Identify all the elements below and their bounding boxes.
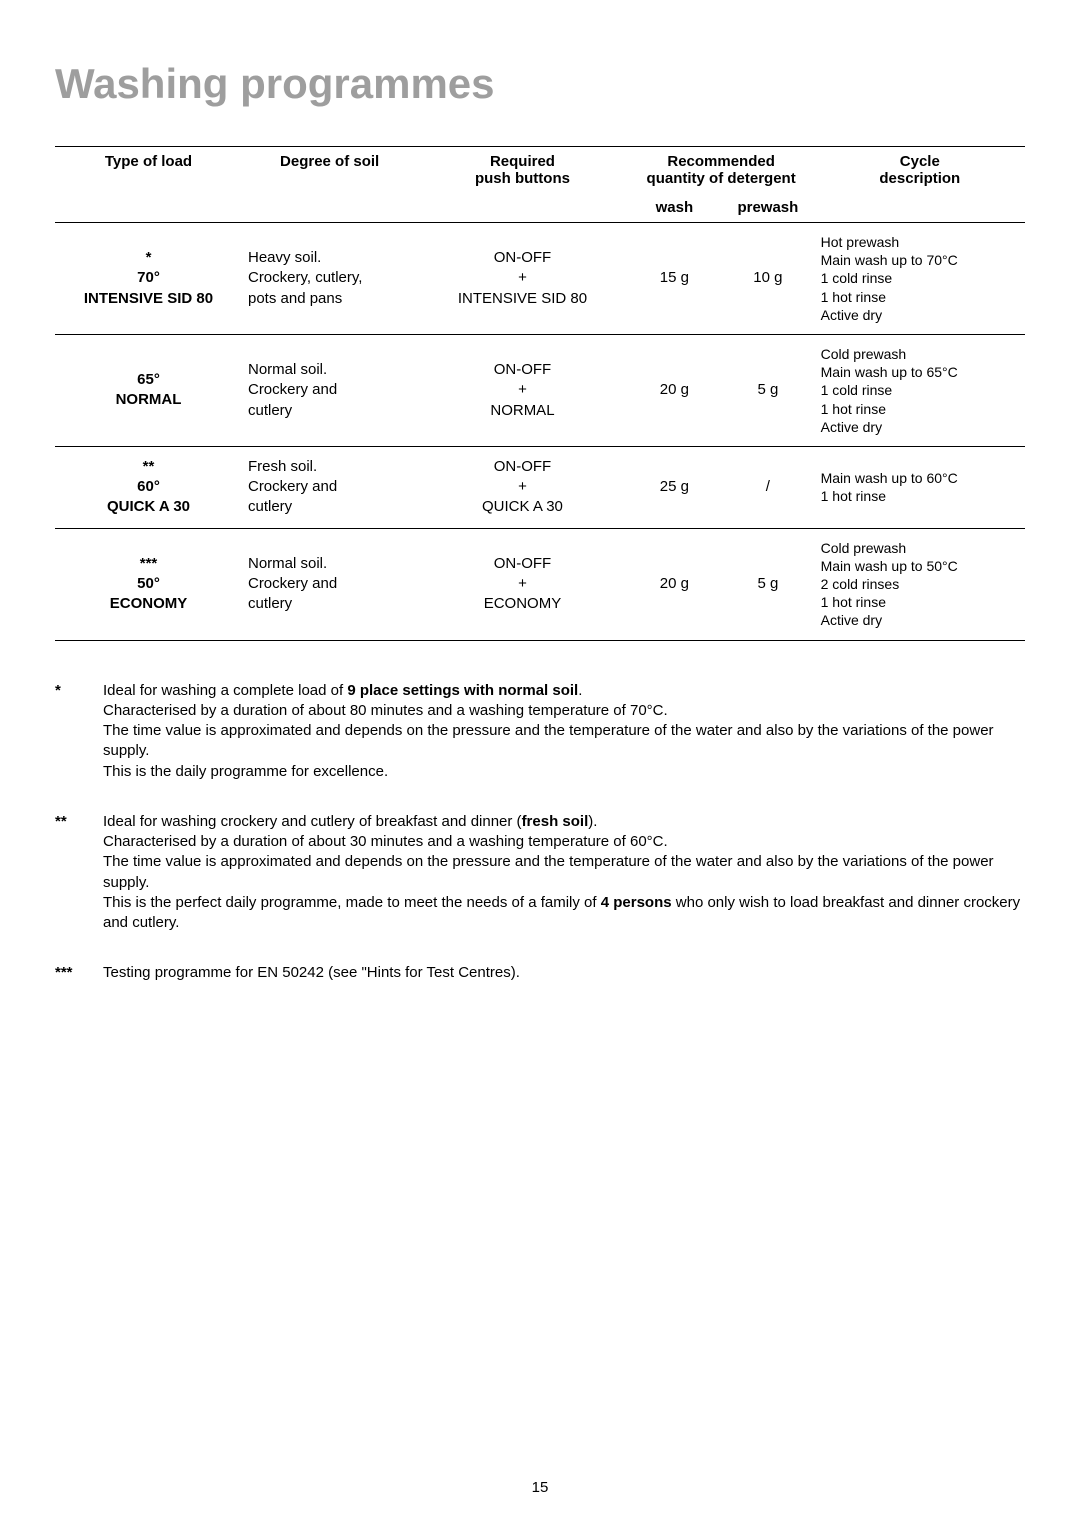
cell-wash: 20 g: [628, 334, 721, 446]
cell-load: * 70° INTENSIVE SID 80: [55, 223, 242, 335]
cell-buttons: ON-OFF + QUICK A 30: [417, 446, 627, 528]
header-cycle-description: Cycle description: [815, 147, 1025, 223]
cell-buttons: ON-OFF + NORMAL: [417, 334, 627, 446]
header-required-buttons: Required push buttons: [417, 147, 627, 223]
cell-wash: 15 g: [628, 223, 721, 335]
programmes-table: Type of load Degree of soil Required pus…: [55, 146, 1025, 641]
page-number: 15: [0, 1479, 1080, 1496]
table-row: *** 50° ECONOMY Normal soil. Crockery an…: [55, 528, 1025, 640]
cell-desc: Cold prewash Main wash up to 50°C 2 cold…: [815, 528, 1025, 640]
header-detergent: Recommended quantity of detergent: [628, 147, 815, 198]
footnote-text: Testing programme for EN 50242 (see "Hin…: [103, 963, 1025, 983]
cell-desc: Cold prewash Main wash up to 65°C 1 cold…: [815, 334, 1025, 446]
footnote-text: Ideal for washing a complete load of 9 p…: [103, 681, 1025, 782]
table-row: * 70° INTENSIVE SID 80 Heavy soil. Crock…: [55, 223, 1025, 335]
cell-desc: Main wash up to 60°C 1 hot rinse: [815, 446, 1025, 528]
table-row: ** 60° QUICK A 30 Fresh soil. Crockery a…: [55, 446, 1025, 528]
cell-desc: Hot prewash Main wash up to 70°C 1 cold …: [815, 223, 1025, 335]
cell-wash: 25 g: [628, 446, 721, 528]
footnote-2: ** Ideal for washing crockery and cutler…: [55, 812, 1025, 934]
header-prewash: prewash: [721, 197, 814, 223]
cell-prewash: /: [721, 446, 814, 528]
header-degree-of-soil: Degree of soil: [242, 147, 417, 223]
cell-load: ** 60° QUICK A 30: [55, 446, 242, 528]
cell-prewash: 5 g: [721, 334, 814, 446]
cell-buttons: ON-OFF + ECONOMY: [417, 528, 627, 640]
footnote-marker: ***: [55, 963, 103, 983]
cell-soil: Heavy soil. Crockery, cutlery, pots and …: [242, 223, 417, 335]
footnote-1: * Ideal for washing a complete load of 9…: [55, 681, 1025, 782]
cell-wash: 20 g: [628, 528, 721, 640]
cell-buttons: ON-OFF + INTENSIVE SID 80: [417, 223, 627, 335]
cell-soil: Normal soil. Crockery and cutlery: [242, 528, 417, 640]
header-wash: wash: [628, 197, 721, 223]
footnote-3: *** Testing programme for EN 50242 (see …: [55, 963, 1025, 983]
cell-prewash: 10 g: [721, 223, 814, 335]
cell-soil: Normal soil. Crockery and cutlery: [242, 334, 417, 446]
cell-prewash: 5 g: [721, 528, 814, 640]
header-type-of-load: Type of load: [55, 147, 242, 223]
footnote-marker: **: [55, 812, 103, 934]
footnote-marker: *: [55, 681, 103, 782]
table-row: 65° NORMAL Normal soil. Crockery and cut…: [55, 334, 1025, 446]
cell-load: 65° NORMAL: [55, 334, 242, 446]
page-title: Washing programmes: [55, 60, 1025, 108]
footnote-text: Ideal for washing crockery and cutlery o…: [103, 812, 1025, 934]
footnotes: * Ideal for washing a complete load of 9…: [55, 681, 1025, 984]
cell-soil: Fresh soil. Crockery and cutlery: [242, 446, 417, 528]
cell-load: *** 50° ECONOMY: [55, 528, 242, 640]
